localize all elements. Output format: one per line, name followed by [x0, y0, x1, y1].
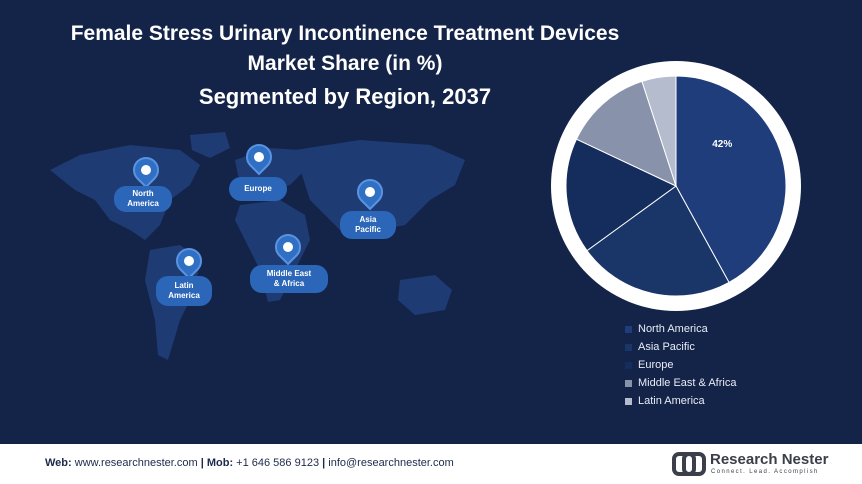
legend-label: North America — [638, 323, 708, 335]
phone-number: +1 646 586 9123 — [236, 457, 320, 469]
pie-slice-asia-pacific — [586, 185, 730, 297]
chart-title-line-1: Female Stress Urinary Incontinence Treat… — [70, 22, 620, 45]
legend-label: Middle East & Africa — [638, 377, 737, 389]
footer: Web: www.researchnester.com | Mob: +1 64… — [0, 444, 862, 484]
separator: | — [200, 457, 204, 469]
pie-slice-middle-east-africa — [575, 80, 677, 187]
pie-slices — [565, 75, 787, 297]
legend-swatch — [625, 325, 632, 333]
legend-swatch — [625, 379, 632, 387]
region-label-latin-america: Latin America — [156, 276, 212, 306]
pie-slice-north-america — [675, 75, 787, 284]
legend-label: Europe — [638, 359, 674, 371]
pie-slice-latin-america — [641, 75, 677, 187]
chart-title-line-2: Market Share (in %) — [247, 52, 443, 75]
brand-logo: Research Nester Connect. Lead. Accomplis… — [672, 450, 828, 480]
legend-item: Middle East & Africa — [625, 374, 736, 392]
pie-data-labels: 42% — [712, 139, 732, 150]
legend-swatch — [625, 397, 632, 405]
contact-info: Web: www.researchnester.com | Mob: +1 64… — [45, 457, 454, 469]
legend-item: North America — [625, 320, 736, 338]
pie-data-label: 42% — [712, 139, 732, 150]
brand-tagline: Connect. Lead. Accomplish — [711, 469, 819, 475]
australia-shape — [398, 275, 452, 315]
legend-label: Latin America — [638, 395, 705, 407]
pie-chart: 42% — [551, 61, 801, 311]
region-label-north-america: North America — [114, 186, 172, 212]
brand-name: Research Nester — [710, 451, 829, 468]
research-nester-logo-icon — [672, 452, 706, 476]
region-label-europe: Europe — [229, 177, 287, 201]
region-label-asia-pacific: Asia Pacific — [340, 211, 396, 239]
legend-label: Asia Pacific — [638, 341, 695, 353]
greenland-shape — [190, 132, 230, 158]
legend-swatch — [625, 343, 632, 351]
website-link[interactable]: www.researchnester.com — [74, 457, 198, 469]
mobile-label: Mob: — [206, 457, 234, 469]
web-label: Web: — [45, 457, 72, 469]
region-label-middle-east-africa: Middle East & Africa — [250, 265, 328, 293]
pie-slice-europe — [565, 138, 677, 252]
legend-swatch — [625, 361, 632, 369]
separator: | — [322, 457, 326, 469]
email-link[interactable]: info@researchnester.com — [328, 457, 454, 469]
legend-item: Latin America — [625, 392, 736, 410]
legend-item: Asia Pacific — [625, 338, 736, 356]
chart-subtitle: Segmented by Region, 2037 — [198, 84, 492, 109]
chart-legend: North America Asia Pacific Europe Middle Ea… — [625, 320, 736, 410]
legend-item: Europe — [625, 356, 736, 374]
